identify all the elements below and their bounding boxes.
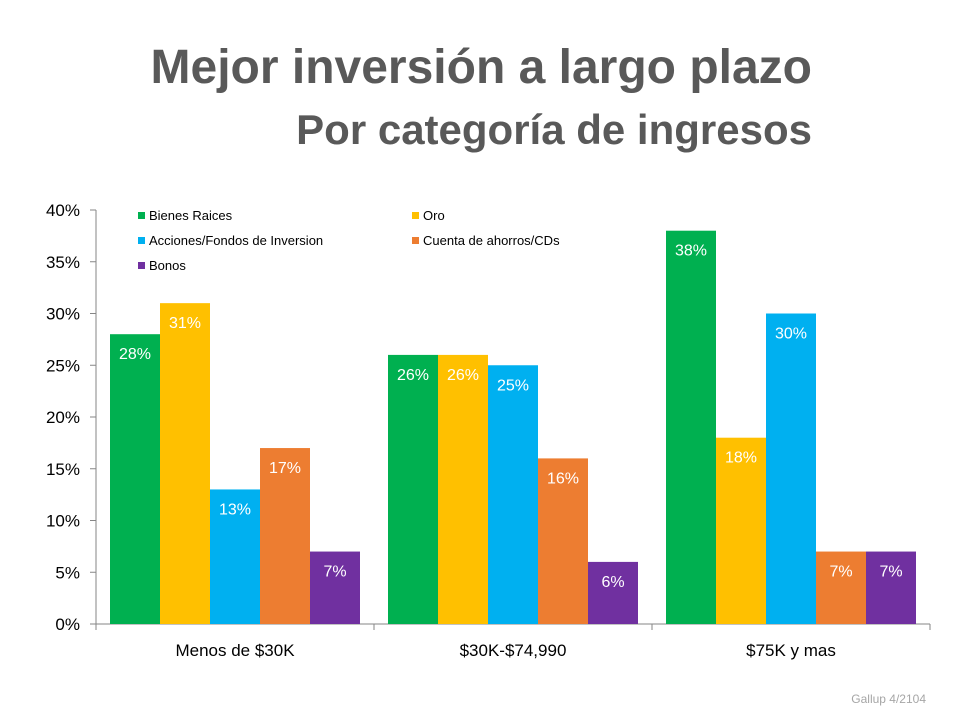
legend-label: Acciones/Fondos de Inversion — [149, 233, 323, 248]
y-tick-label: 25% — [46, 356, 80, 375]
data-label: 18% — [725, 450, 757, 467]
x-tick-label: Menos de $30K — [175, 641, 295, 660]
slide-subtitle: Por categoría de ingresos — [296, 106, 812, 153]
bar — [866, 551, 916, 624]
y-tick-label: 40% — [46, 201, 80, 220]
bar — [538, 458, 588, 624]
y-tick-label: 20% — [46, 408, 80, 427]
legend-swatch — [412, 212, 419, 219]
legend-swatch — [138, 262, 145, 269]
bar — [716, 437, 766, 624]
bar — [816, 551, 866, 624]
bar — [766, 313, 816, 624]
legend-label: Cuenta de ahorros/CDs — [423, 233, 560, 248]
x-tick-label: $75K y mas — [746, 641, 836, 660]
data-label: 26% — [397, 367, 429, 384]
data-label: 16% — [547, 470, 579, 487]
data-label: 30% — [775, 326, 807, 343]
bar — [310, 551, 360, 624]
bar — [388, 354, 438, 624]
legend-swatch — [138, 212, 145, 219]
data-label: 17% — [269, 460, 301, 477]
y-tick-label: 35% — [46, 253, 80, 272]
bar — [210, 489, 260, 624]
bar — [488, 365, 538, 624]
bar — [160, 303, 210, 624]
slide-title: Mejor inversión a largo plazo — [150, 41, 812, 94]
bar — [260, 448, 310, 624]
legend-swatch — [138, 237, 145, 244]
y-tick-label: 5% — [55, 563, 80, 582]
data-label: 28% — [119, 346, 151, 363]
data-label: 31% — [169, 315, 201, 332]
y-tick-label: 15% — [46, 460, 80, 479]
bar — [110, 334, 160, 624]
data-label: 7% — [323, 564, 346, 581]
data-label: 7% — [879, 564, 902, 581]
y-tick-label: 10% — [46, 512, 80, 531]
y-tick-label: 0% — [55, 615, 80, 634]
data-label: 38% — [675, 243, 707, 260]
legend-label: Oro — [423, 208, 445, 223]
data-label: 6% — [601, 574, 624, 591]
y-tick-label: 30% — [46, 305, 80, 324]
legend-label: Bonos — [149, 258, 186, 273]
data-label: 25% — [497, 377, 529, 394]
legend-swatch — [412, 237, 419, 244]
bar — [438, 354, 488, 624]
bar — [588, 561, 638, 624]
x-tick-label: $30K-$74,990 — [460, 641, 567, 660]
bar — [666, 230, 716, 624]
data-label: 7% — [829, 564, 852, 581]
source-note: Gallup 4/2104 — [851, 692, 926, 706]
data-label: 26% — [447, 367, 479, 384]
data-label: 13% — [219, 501, 251, 518]
legend-label: Bienes Raices — [149, 208, 233, 223]
